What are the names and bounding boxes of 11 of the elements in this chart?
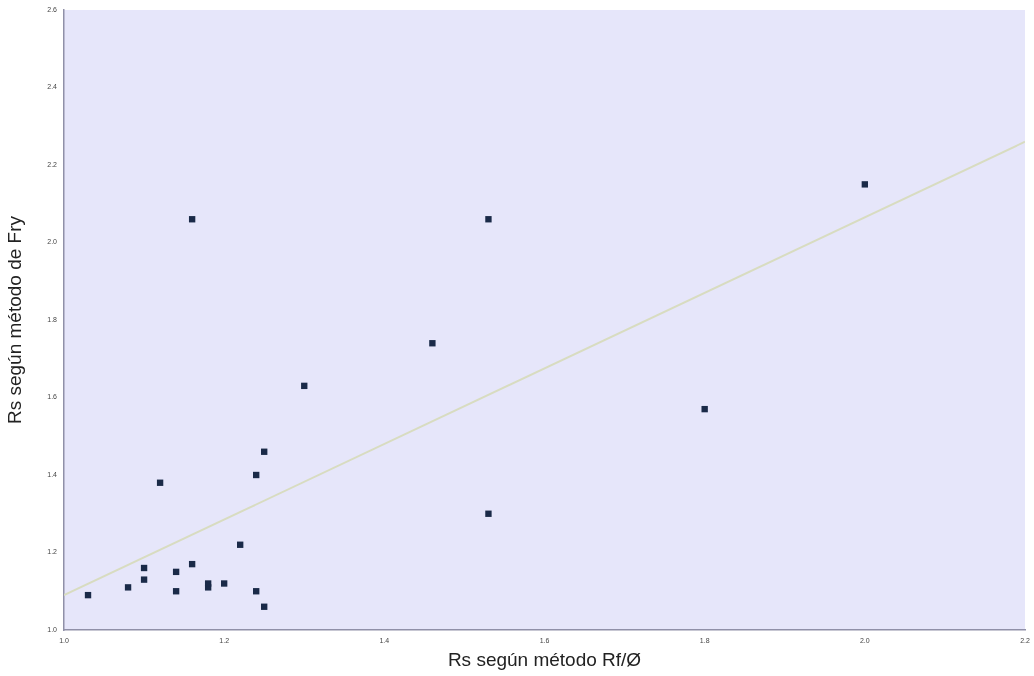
point bbox=[124, 584, 132, 591]
point bbox=[140, 576, 148, 583]
point bbox=[429, 340, 436, 347]
point bbox=[861, 181, 869, 188]
point bbox=[220, 580, 228, 587]
point bbox=[485, 216, 492, 223]
point bbox=[204, 580, 212, 587]
y-axis-title: Rs según método de Fry bbox=[3, 215, 25, 425]
point bbox=[701, 405, 708, 413]
point bbox=[485, 510, 492, 517]
x-axis-title: Rs según método Rf/Ø bbox=[447, 648, 642, 670]
